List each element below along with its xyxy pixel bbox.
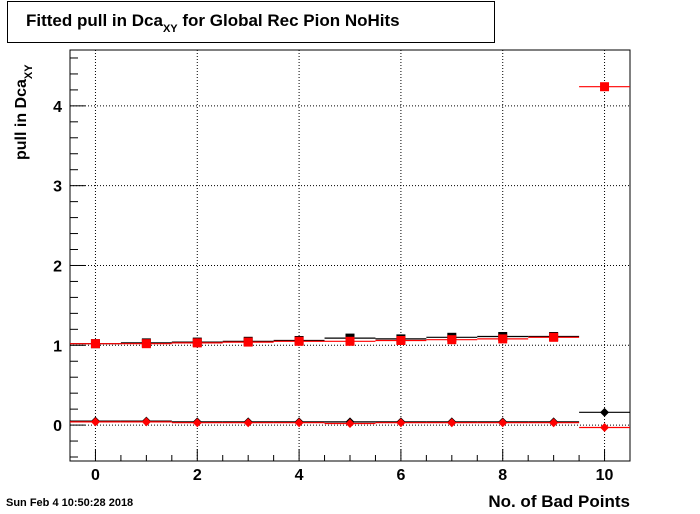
data-point-square	[498, 334, 508, 344]
data-point-diamond	[447, 418, 457, 428]
y-tick-label: 4	[53, 99, 62, 116]
data-point-square	[396, 335, 406, 345]
data-point-diamond	[345, 418, 355, 428]
y-tick-label: 0	[53, 418, 62, 435]
plot-frame	[69, 49, 631, 462]
data-point-diamond	[294, 418, 304, 428]
data-point-diamond	[600, 407, 610, 417]
chart-title-box: Fitted pull in DcaXY for Global Rec Pion…	[7, 1, 495, 43]
x-tick-label: 4	[295, 467, 304, 484]
x-tick-label: 8	[498, 467, 507, 484]
data-point-diamond	[90, 417, 100, 427]
data-point-square	[345, 336, 355, 346]
y-axis-label-subscript: XY	[23, 64, 35, 80]
x-tick-label: 0	[91, 467, 100, 484]
y-axis-label: pull in DcaXY	[13, 64, 35, 160]
chart-title-subscript: XY	[162, 23, 178, 35]
y-tick-label: 2	[53, 258, 62, 275]
grid-lines	[70, 50, 630, 461]
data-point-diamond	[600, 422, 610, 432]
data-point-square	[243, 337, 253, 347]
chart-title: Fitted pull in DcaXY for Global Rec Pion…	[26, 11, 400, 35]
data-point-diamond	[498, 418, 508, 428]
data-point-diamond	[141, 417, 151, 427]
axes: 0 2 4 6 8 10 0 1 2 3 4	[53, 57, 631, 484]
data-point-diamond	[549, 418, 559, 428]
data-point-diamond	[192, 418, 202, 428]
data-point-square	[600, 82, 610, 92]
data-point-diamond	[396, 418, 406, 428]
data-point-square	[141, 339, 151, 349]
data-point-diamond	[243, 418, 253, 428]
data-point-square	[90, 339, 100, 349]
data-point-square	[192, 338, 202, 348]
x-tick-label: 2	[193, 467, 202, 484]
timestamp: Sun Feb 4 10:50:28 2018	[6, 497, 134, 509]
x-axis-label: No. of Bad Points	[488, 492, 630, 511]
data-marks	[70, 82, 630, 432]
y-tick-label: 1	[53, 338, 62, 355]
data-point-square	[294, 336, 304, 346]
data-point-square	[447, 335, 457, 345]
x-tick-label: 6	[396, 467, 405, 484]
data-point-square	[549, 332, 559, 342]
x-tick-label: 10	[596, 467, 614, 484]
y-tick-label: 3	[53, 179, 62, 196]
